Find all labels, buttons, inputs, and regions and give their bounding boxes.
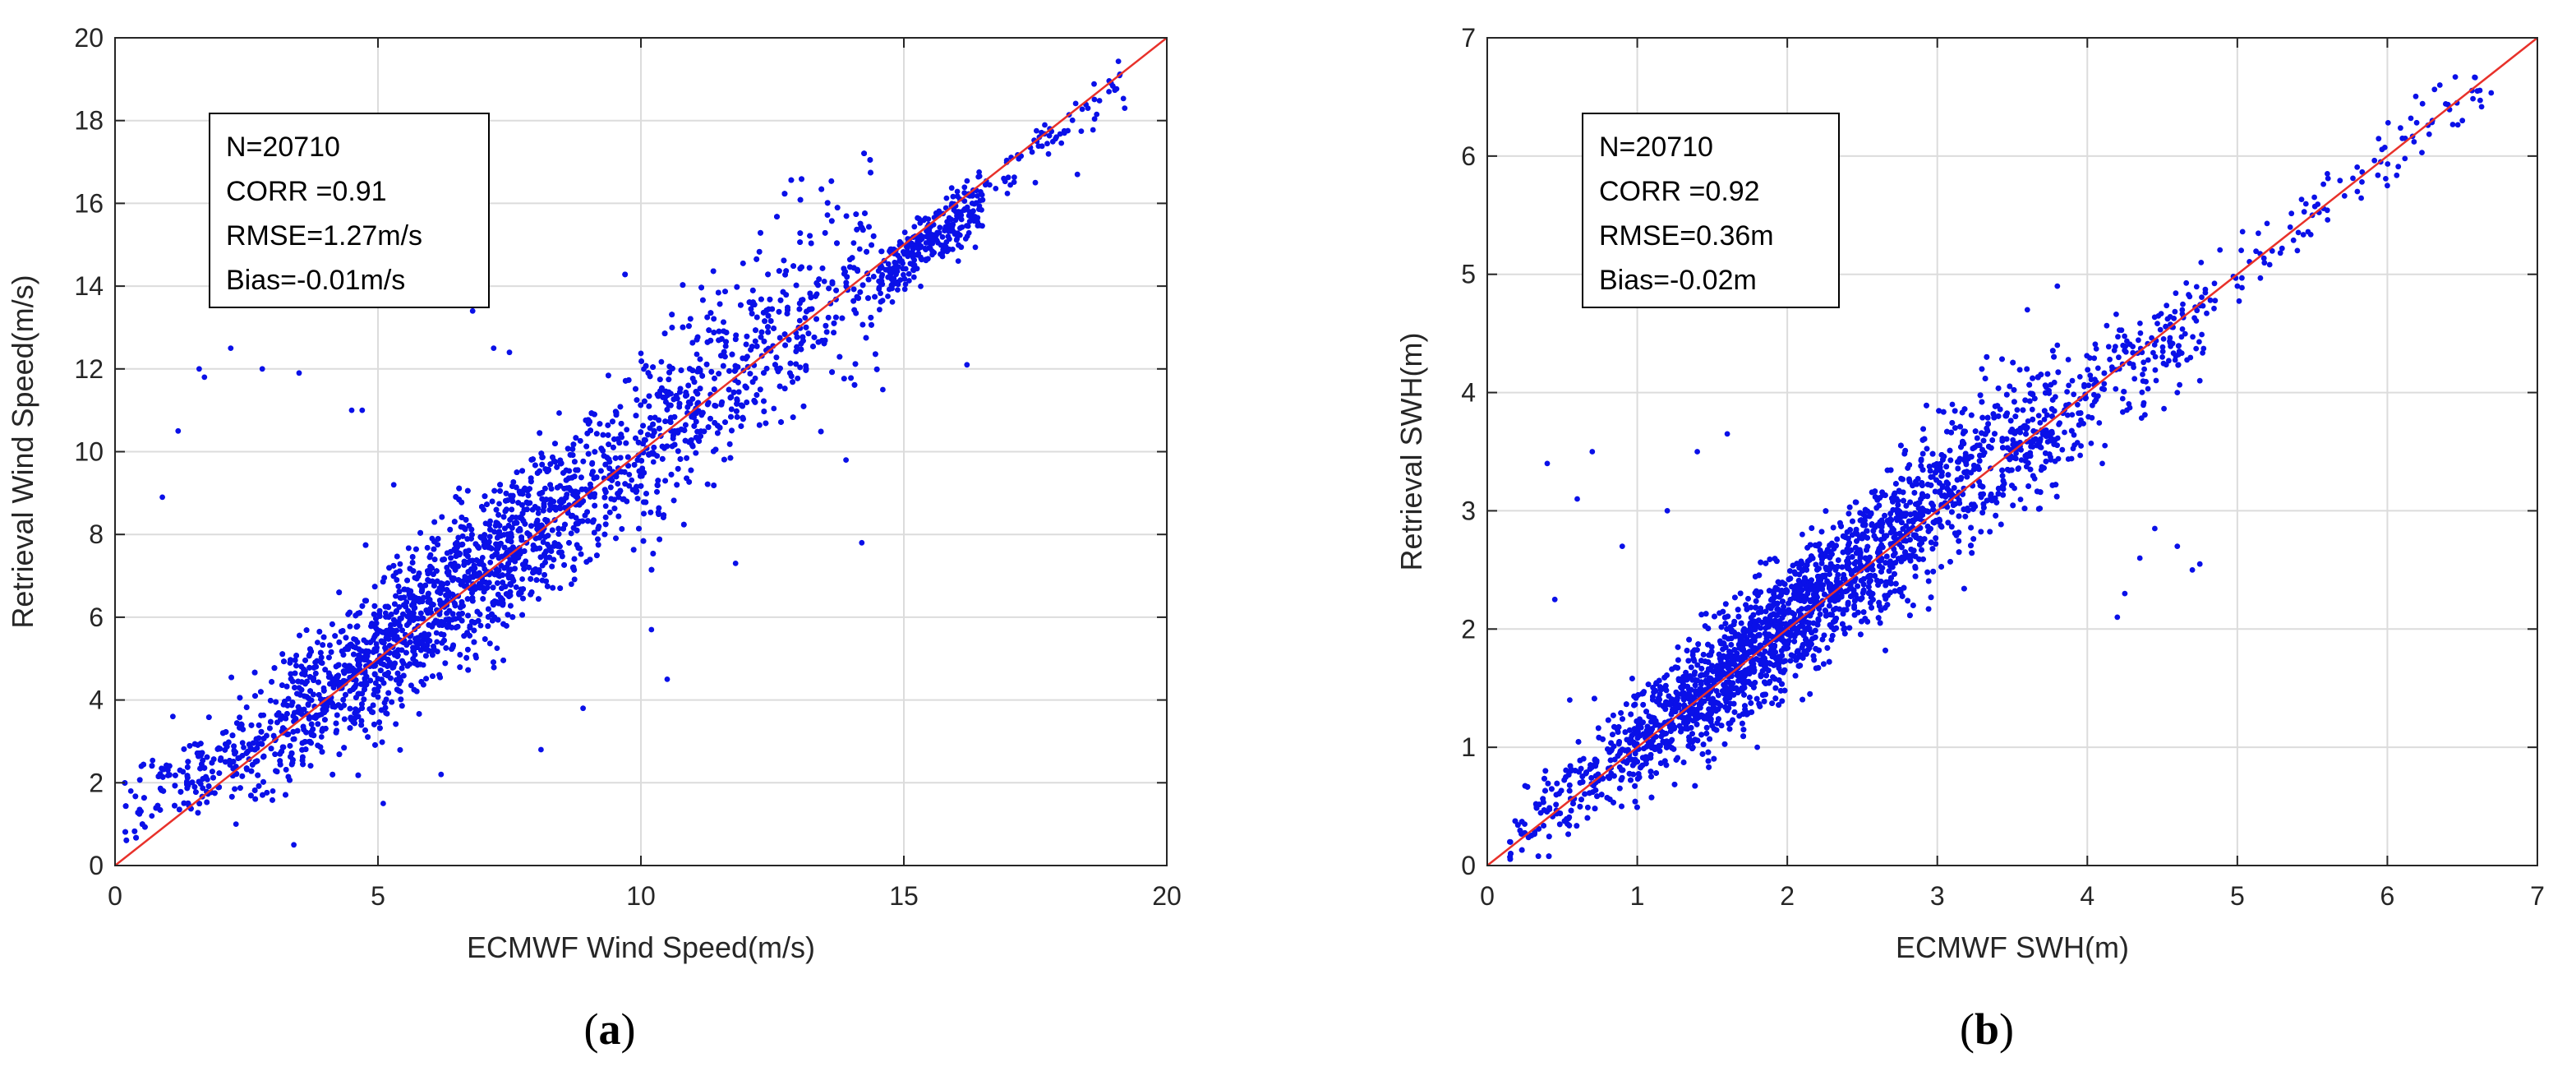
scatter-point: [821, 279, 827, 284]
scatter-point: [658, 358, 665, 365]
scatter-point: [519, 576, 525, 582]
scatter-point: [351, 636, 357, 642]
scatter-point: [487, 559, 494, 566]
scatter-point: [477, 622, 484, 629]
scatter-point: [856, 246, 863, 252]
scatter-point: [318, 734, 325, 740]
scatter-point: [556, 410, 562, 416]
scatter-point: [397, 561, 403, 567]
scatter-point: [494, 645, 500, 651]
scatter-point: [850, 240, 857, 246]
scatter-point: [796, 317, 803, 324]
scatter-point: [629, 477, 635, 483]
scatter-point: [315, 639, 320, 645]
scatter-point: [241, 745, 247, 750]
scatter-point: [802, 315, 809, 321]
scatter-point: [433, 630, 440, 636]
scatter-point: [569, 581, 574, 588]
scatter-point: [535, 510, 541, 516]
scatter-point: [434, 639, 440, 645]
scatter-point: [624, 427, 630, 433]
scatter-point: [694, 351, 700, 358]
scatter-point: [626, 472, 633, 478]
scatter-point: [150, 757, 156, 764]
scatter-points: [122, 58, 1128, 848]
scatter-point: [650, 459, 657, 465]
scatter-point: [496, 501, 502, 507]
scatter-point: [602, 503, 609, 510]
scatter-point: [638, 350, 644, 357]
scatter-point: [239, 740, 246, 746]
scatter-point: [824, 212, 831, 218]
scatter-point: [771, 405, 777, 412]
